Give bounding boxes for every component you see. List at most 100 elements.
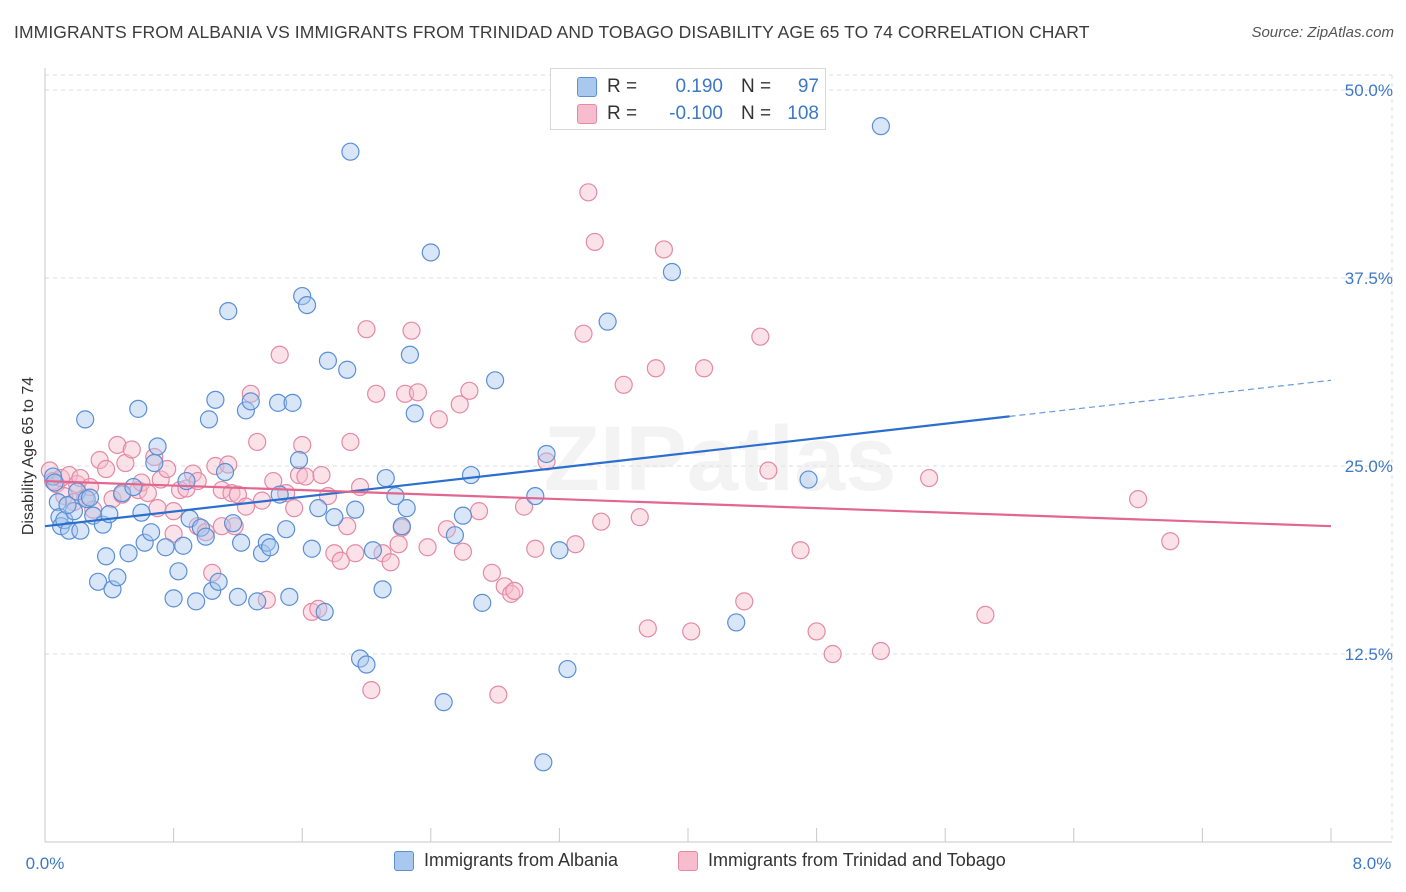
albania-point: [88, 572, 108, 591]
albania-point: [445, 526, 465, 545]
trinidad-point: [823, 644, 842, 664]
trend-lines: [44, 379, 1332, 528]
legend-n-value: 97: [797, 76, 819, 97]
trinidad-point: [574, 324, 593, 343]
trinidad-point: [408, 383, 428, 402]
albania-point: [58, 496, 77, 515]
albania-point: [219, 302, 238, 321]
albania-point: [318, 351, 338, 370]
albania-point: [315, 602, 334, 622]
albania-point: [309, 499, 328, 518]
source-note: Source: ZipAtlas.com: [1251, 24, 1394, 41]
trinidad-point: [151, 470, 170, 489]
trinidad-point: [241, 384, 260, 403]
albania-point: [103, 580, 122, 599]
albania-point: [215, 462, 235, 482]
albania-point: [145, 453, 164, 473]
albania-point: [156, 538, 175, 557]
trinidad-point: [367, 384, 386, 403]
trinidad-point: [338, 517, 357, 536]
trinidad-point: [871, 641, 891, 661]
albania-point: [376, 468, 395, 488]
trinidad-point: [103, 490, 122, 509]
trinidad-point: [164, 524, 183, 543]
legend-swatch-trinidad: [577, 104, 597, 124]
trinidad-point: [453, 542, 473, 561]
axes: [44, 68, 1392, 843]
trinidad-point: [1128, 490, 1148, 509]
trinidad-point: [289, 465, 309, 485]
albania-point: [129, 399, 148, 418]
albania-point: [405, 404, 424, 423]
legend-label-albania: Immigrants from Albania: [424, 850, 619, 870]
tick-labels: 12.5% 25.0% 37.5% 50.0% 0.0% 8.0%: [26, 81, 1393, 873]
series-legend: Immigrants from Albania Immigrants from …: [0, 850, 1406, 880]
trinidad-point: [682, 622, 701, 641]
albania-point: [558, 659, 577, 679]
trinidad-point: [212, 517, 231, 536]
trinidad-point: [429, 410, 448, 429]
trinidad-point: [1161, 532, 1180, 551]
albania-point: [363, 541, 383, 560]
albania-point: [96, 547, 116, 566]
albania-point: [453, 506, 473, 525]
chart-title: IMMIGRANTS FROM ALBANIA VS IMMIGRANTS FR…: [14, 22, 1090, 42]
trinidad-point: [469, 502, 489, 521]
albania-point: [135, 533, 154, 552]
albania-point: [341, 142, 360, 161]
albania-point: [289, 450, 309, 470]
y-tick-label: 37.5%: [1345, 269, 1393, 288]
x-tick-label: 0.0%: [26, 854, 65, 873]
albania-point: [297, 296, 317, 315]
trinidad-point: [96, 459, 116, 479]
trinidad-point: [346, 544, 365, 563]
trinidad-point: [285, 499, 304, 518]
albania-point: [196, 527, 215, 546]
trinidad-point: [362, 681, 381, 700]
albania-swatch: [394, 850, 414, 871]
trinidad-point: [646, 359, 665, 378]
albania-point: [486, 371, 505, 390]
albania-point: [871, 117, 891, 136]
albania-point: [473, 593, 492, 612]
albania-point: [174, 536, 193, 555]
trinidad-point: [145, 447, 164, 467]
trinidad-swatch: [678, 850, 698, 871]
trinidad-point: [325, 544, 344, 563]
trinidad-point: [759, 461, 778, 480]
albania-point: [260, 538, 280, 557]
albania-point: [124, 477, 143, 497]
albania-point: [241, 392, 260, 411]
albania-point: [392, 517, 411, 536]
trinidad-point: [791, 541, 810, 560]
legend-r-label: R =: [607, 103, 638, 124]
trinidad-point: [248, 432, 267, 452]
albania-trend-line: [44, 415, 1010, 528]
trinidad-point: [566, 535, 585, 554]
trinidad-point: [203, 563, 222, 582]
albania-point: [338, 360, 357, 379]
albania-point: [283, 393, 302, 412]
legend-item-trinidad: Immigrants from Trinidad and Tobago: [678, 850, 1006, 871]
trinidad-trend-line: [44, 479, 1332, 528]
legend-r-value: 0.190: [675, 76, 723, 97]
legend-label-trinidad: Immigrants from Trinidad and Tobago: [708, 850, 1006, 870]
albania-point: [662, 262, 682, 282]
albania-point: [71, 521, 90, 540]
watermark: ZIPatlas: [544, 408, 897, 510]
albania-point: [232, 533, 251, 552]
albania-point: [277, 520, 296, 539]
albania-trend-extension: [1009, 379, 1332, 417]
trinidad-point: [526, 539, 545, 558]
albania-point: [148, 437, 167, 456]
albania-point: [248, 592, 267, 611]
trinidad-point: [585, 232, 604, 252]
albania-point: [80, 488, 100, 507]
albania-point: [187, 592, 206, 611]
albania-point: [228, 587, 247, 606]
trinidad-point: [502, 584, 521, 603]
albania-point: [169, 562, 188, 581]
trinidad-point: [489, 685, 508, 704]
trinidad-point: [90, 450, 109, 470]
